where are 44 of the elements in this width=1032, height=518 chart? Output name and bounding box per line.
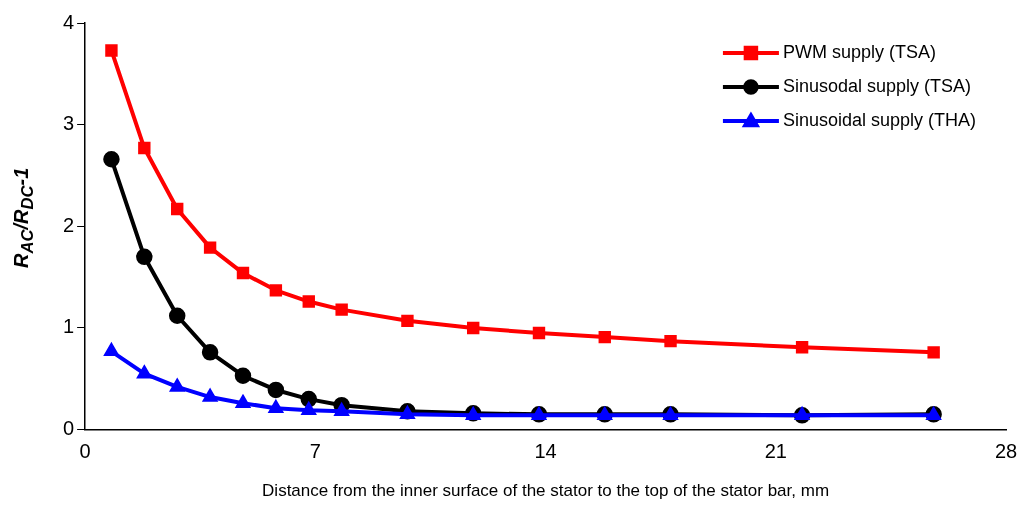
y-tick-label: 2: [63, 213, 75, 236]
y-tick-label: 1: [63, 315, 75, 338]
point: [169, 378, 185, 392]
point: [334, 403, 349, 417]
point: [103, 150, 120, 168]
point: [532, 326, 546, 340]
point: [203, 241, 217, 254]
x-tick-label: 14: [534, 440, 557, 463]
point: [234, 367, 252, 384]
point: [268, 400, 284, 413]
y-tick-label: 0: [63, 417, 75, 440]
point: [927, 346, 940, 359]
point: [302, 295, 315, 308]
y-tick-label: 4: [63, 10, 75, 33]
point: [301, 402, 317, 416]
x-tick-label: 28: [994, 440, 1018, 463]
point: [235, 394, 251, 408]
point: [171, 202, 184, 216]
x-tick-label: 0: [79, 440, 91, 463]
x-tick-label: 21: [764, 440, 787, 463]
point: [201, 344, 219, 361]
point: [105, 44, 118, 57]
point: [202, 388, 218, 402]
point: [236, 266, 250, 280]
point: [664, 334, 677, 348]
point: [104, 343, 119, 357]
point: [136, 248, 153, 266]
point: [137, 365, 152, 379]
point: [168, 307, 186, 324]
point: [335, 303, 348, 316]
y-tick-label: 3: [63, 112, 75, 135]
point: [598, 330, 611, 344]
legend-label: PWM supply (TSA): [782, 41, 936, 62]
point: [267, 381, 285, 399]
x-tick-label: 7: [309, 440, 321, 463]
point: [401, 314, 414, 328]
point: [795, 341, 809, 354]
point: [467, 321, 480, 335]
point: [300, 390, 318, 408]
legend-label: Sinusodal supply (TSA): [782, 75, 972, 96]
x-axis-title: Distance from the inner surface of the stator to the top of the stator bar, mm: [262, 481, 830, 501]
point: [269, 284, 283, 297]
point: [138, 141, 151, 155]
legend-label: Sinusoidal supply (THA): [782, 109, 976, 130]
